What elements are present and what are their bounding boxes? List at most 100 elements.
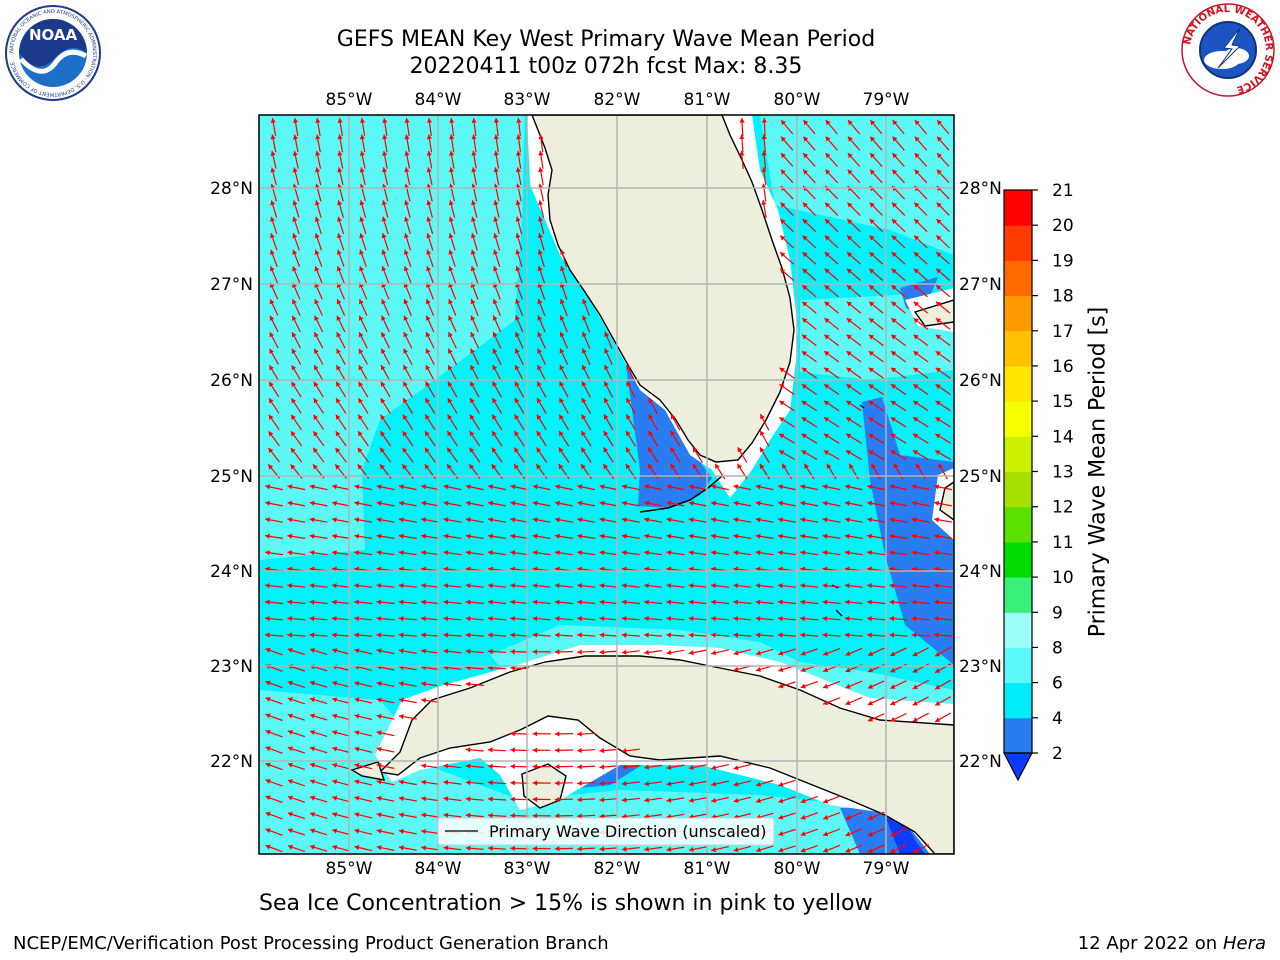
- wave-arrow-head: [912, 848, 918, 853]
- wave-arrow-head: [554, 846, 560, 852]
- wave-arrow-head: [336, 332, 342, 338]
- wave-arrow-head: [778, 667, 784, 672]
- wave-arrow-head: [488, 747, 493, 753]
- wave-arrow-head: [354, 517, 360, 523]
- wave-arrow-head: [425, 348, 431, 354]
- wave-arrow-head: [335, 464, 341, 470]
- wave-arrow-head: [778, 650, 784, 656]
- wave-arrow-head: [621, 533, 627, 539]
- wave-arrow-head: [867, 831, 874, 837]
- wave-arrow-head: [670, 447, 676, 453]
- wave-arrow-head: [778, 683, 784, 689]
- wave-arrow-head: [287, 680, 293, 686]
- wave-arrow-head: [847, 235, 853, 241]
- wave-arrow-head: [759, 463, 765, 469]
- wave-arrow-head: [711, 517, 716, 523]
- wave-arrow-head: [644, 797, 649, 803]
- wave-arrow-head: [822, 550, 828, 556]
- wave-arrow-head: [869, 202, 875, 208]
- wave-arrow-head: [426, 200, 432, 206]
- wave-arrow-head: [380, 414, 386, 420]
- wave-arrow-head: [292, 200, 298, 206]
- wave-arrow-head: [780, 252, 786, 258]
- wave-arrow-head: [291, 398, 296, 404]
- wave-arrow-head: [577, 747, 582, 753]
- wave-arrow-head: [935, 668, 941, 673]
- wave-arrow-head: [354, 632, 359, 638]
- wave-arrow-head: [778, 781, 784, 787]
- colorbar-tick-label: 2: [1052, 744, 1063, 764]
- wave-arrow-head: [824, 318, 830, 324]
- wave-arrow-head: [265, 616, 270, 622]
- wave-arrow-head: [937, 136, 942, 142]
- wave-arrow-head: [914, 120, 920, 126]
- wave-arrow-head: [870, 153, 875, 159]
- wave-arrow-head: [270, 118, 276, 123]
- colorbar-tick-label: 9: [1052, 603, 1063, 623]
- wave-arrow-head: [287, 550, 293, 556]
- wave-arrow-head: [514, 365, 520, 371]
- colorbar-tick-label: 19: [1052, 251, 1074, 271]
- wave-arrow-head: [688, 650, 694, 656]
- wave-arrow-head: [733, 550, 739, 556]
- wave-arrow-head: [644, 764, 649, 770]
- wave-arrow-head: [868, 450, 874, 455]
- wave-arrow-head: [310, 713, 315, 719]
- legend-box: [437, 817, 775, 846]
- wave-arrow-head: [443, 648, 449, 654]
- wave-arrow-head: [359, 299, 364, 305]
- wave-arrow-head: [755, 632, 761, 638]
- light-period-zone-atlantic-north: [760, 115, 954, 255]
- wave-arrow-head: [688, 846, 694, 852]
- wave-arrow-head: [469, 431, 475, 437]
- wave-arrow-head: [337, 118, 343, 123]
- wave-arrow-head: [532, 616, 538, 622]
- wave-arrow-head: [781, 120, 786, 126]
- wave-arrow-head: [465, 845, 471, 851]
- wave-arrow-head: [756, 847, 761, 853]
- wave-arrow-head: [536, 431, 542, 437]
- wave-arrow-head: [354, 616, 359, 622]
- wave-arrow-head: [270, 151, 276, 156]
- wave-arrow-head: [913, 400, 919, 406]
- wave-arrow-head: [447, 447, 452, 453]
- wave-arrow-head: [847, 219, 853, 225]
- wave-arrow-head: [532, 517, 538, 523]
- wave-arrow-head: [911, 500, 917, 506]
- wave-arrow-head: [465, 648, 471, 654]
- wave-arrow-head: [354, 812, 360, 818]
- wave-arrow-head: [315, 151, 321, 156]
- wave-arrow-head: [399, 484, 404, 490]
- wave-arrow-head: [913, 334, 919, 340]
- wave-arrow-head: [488, 583, 493, 589]
- wave-arrow-head: [532, 500, 538, 506]
- wave-arrow-head: [599, 846, 605, 852]
- wave-arrow-head: [265, 713, 271, 719]
- lon-labels-bottom: 85°W 84°W 83°W 82°W 81°W 80°W 79°W: [326, 859, 910, 879]
- wave-arrow-head: [867, 716, 874, 722]
- wave-arrow-head: [867, 651, 874, 656]
- wave-arrow-head: [711, 500, 717, 506]
- wave-arrow-head: [510, 763, 515, 769]
- wave-arrow-head: [935, 367, 941, 373]
- wave-arrow-head: [914, 202, 920, 208]
- wave-arrow-head: [913, 268, 919, 274]
- land-grand-bahama: [913, 299, 954, 327]
- wave-arrow-head: [824, 235, 830, 241]
- dark-blue-zone-southeast: [886, 818, 925, 854]
- wave-arrow-head: [510, 632, 515, 638]
- wave-arrow-head: [666, 797, 672, 803]
- wave-arrow-head: [265, 647, 271, 653]
- colorbar-tick-label: 21: [1052, 181, 1074, 201]
- wave-arrow-head: [516, 150, 522, 156]
- wave-arrow-head: [404, 200, 410, 206]
- lat-label-right: 26°N: [959, 371, 1002, 391]
- wave-arrow-head: [404, 151, 410, 156]
- wave-arrow-head: [581, 414, 587, 420]
- wave-arrow-head: [510, 550, 516, 556]
- colorbar-tick-label: 8: [1052, 638, 1063, 658]
- wave-arrow-head: [310, 762, 315, 768]
- wave-arrow-head: [448, 332, 453, 338]
- wave-arrow-head: [577, 500, 583, 506]
- wave-arrow-head: [733, 500, 739, 506]
